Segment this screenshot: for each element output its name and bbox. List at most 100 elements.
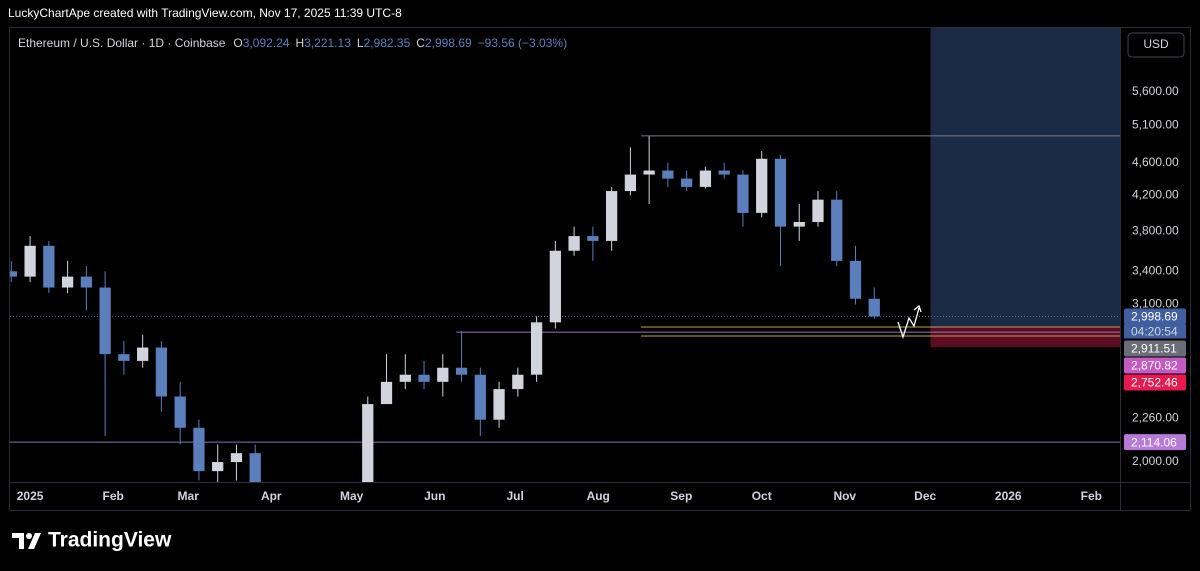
candle-body (831, 199, 843, 261)
x-tick-label: Apr (261, 489, 282, 503)
candle-body (118, 354, 130, 361)
x-tick-label: Sep (670, 489, 692, 503)
x-tick-label: 2026 (995, 489, 1022, 503)
candle-body (568, 236, 580, 251)
y-tick-label: 2,000.00 (1132, 454, 1179, 468)
candle-body (80, 276, 93, 288)
legend-key: L (357, 36, 364, 50)
arrow-head (913, 304, 922, 313)
y-tick-label: 4,600.00 (1132, 155, 1179, 169)
x-tick-label: Aug (587, 489, 610, 503)
candle-body (24, 245, 36, 277)
y-tick-label: 2,260.00 (1132, 410, 1179, 424)
ohlc-legend: Ethereum / U.S. Dollar · 1D · Coinbase O3… (18, 36, 567, 50)
legend-key: O (233, 36, 242, 50)
candle-body (624, 174, 637, 192)
legend-value: 2,998.69 (425, 36, 472, 50)
countdown-bg (1124, 324, 1186, 339)
logo-mark (26, 533, 32, 539)
candle-body (399, 374, 411, 382)
candle-body (662, 170, 674, 179)
candle-body (99, 287, 111, 355)
price-label-bg (1124, 357, 1186, 374)
candle-body (643, 170, 655, 175)
stop-zone (930, 327, 1120, 348)
currency[interactable]: USD (1143, 37, 1169, 51)
candle-body (774, 158, 787, 227)
candle-body (43, 245, 55, 288)
candle-body (193, 427, 205, 472)
x-tick-label: Oct (752, 489, 772, 503)
candle-body (812, 199, 824, 222)
price-label-bg (1124, 308, 1186, 325)
logo-text: TradingView (48, 529, 172, 552)
candle-body (380, 381, 393, 405)
candle-body (249, 453, 261, 482)
candle-body (155, 347, 168, 397)
x-tick-label: May (340, 489, 364, 503)
overlay (897, 304, 922, 340)
x-tick-label: Dec (914, 489, 936, 503)
x-tick-label: Jun (424, 489, 445, 503)
price-label-bg (1124, 340, 1186, 357)
logo-mark (28, 533, 41, 549)
candle-body (137, 347, 149, 361)
candle-body (455, 367, 468, 375)
candle-body (549, 250, 561, 323)
price-label: 2,752.46 (1131, 376, 1178, 390)
legend-value: 3,092.24 (243, 36, 290, 50)
candle-body (474, 374, 486, 420)
legend-value: 2,982.35 (364, 36, 411, 50)
candle-body (718, 170, 730, 175)
candle-body (681, 178, 693, 187)
candle-body (174, 396, 186, 428)
y-tick-label: 4,200.00 (1132, 188, 1179, 202)
logo-icon (12, 533, 41, 549)
logo-mark (12, 533, 24, 549)
legend-key: C (416, 36, 425, 50)
y-tick-label: 5,600.00 (1132, 84, 1179, 98)
plot-area (10, 28, 1120, 482)
legend-title: Ethereum / U.S. Dollar · 1D · Coinbase (18, 36, 226, 50)
candle-body (10, 271, 17, 277)
candle-body (493, 389, 505, 420)
x-tick-label: 2025 (17, 489, 44, 503)
price-label-bg (1124, 434, 1186, 451)
candle-body (61, 276, 74, 288)
candle-body (868, 298, 880, 317)
y-tick-label: 3,100.00 (1132, 297, 1179, 311)
x-tick-label: Feb (103, 489, 124, 503)
credit: LuckyChartApe created with TradingView.c… (8, 6, 402, 20)
countdown: 04:20:54 (1131, 325, 1178, 339)
candle-body (512, 374, 524, 390)
currency-button[interactable] (1127, 32, 1185, 58)
candle-body (849, 260, 862, 299)
price-label: 2,911.51 (1131, 342, 1177, 356)
candle-body (530, 322, 543, 375)
y-tick-label: 3,800.00 (1132, 223, 1179, 237)
candle-body (699, 170, 712, 187)
x-tick-label: Feb (1081, 489, 1102, 503)
candle-body (362, 404, 374, 482)
projection-arrow (897, 307, 920, 340)
y-tick-label: 3,400.00 (1132, 263, 1179, 277)
candle-body (793, 221, 805, 227)
candle-body (437, 367, 449, 382)
price-label: 2,998.69 (1131, 310, 1178, 324)
x-tick-label: Jul (506, 489, 523, 503)
y-tick-label: 5,100.00 (1132, 118, 1179, 132)
x-tick-label: Mar (178, 489, 200, 503)
x-tick-label: Nov (833, 489, 856, 503)
target-zone (930, 28, 1120, 328)
legend-value: 3,221.13 (304, 36, 351, 50)
candle-body (737, 174, 749, 213)
candle-body (587, 236, 599, 241)
legend-key: H (295, 36, 304, 50)
candle-body (756, 158, 768, 213)
price-label: 2,870.82 (1131, 359, 1178, 373)
legend-change: −93.56 (−3.03%) (478, 36, 567, 50)
price-label: 2,114.06 (1131, 435, 1177, 449)
candle-body (212, 462, 224, 472)
